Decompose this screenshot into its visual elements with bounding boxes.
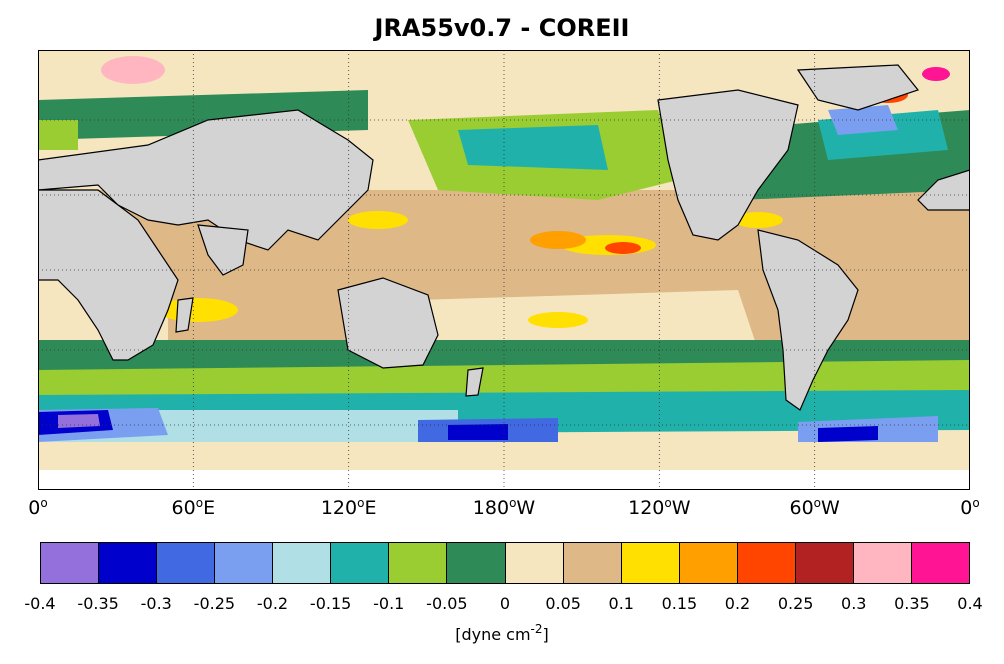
wpac-yellow (348, 211, 408, 229)
arctic-pink-1 (101, 56, 165, 84)
colorbar-swatch (505, 543, 564, 583)
land-india (197, 224, 249, 276)
land-iberia-edge (917, 169, 970, 211)
map-panel (38, 50, 970, 490)
land-new-zealand (465, 367, 484, 397)
colorbar-tick-label: -0.15 (309, 594, 352, 613)
colorbar-swatch (331, 543, 390, 583)
colorbar-swatch (795, 543, 854, 583)
colorbar-swatch (273, 543, 332, 583)
colorbar-tick-label: -0.35 (77, 594, 119, 613)
colorbar-tick-label: 0.25 (777, 594, 814, 613)
colorbar-swatch (389, 543, 448, 583)
colorbar-tick-label: 0.4 (957, 594, 983, 613)
npac-teal (458, 125, 608, 170)
colorbar-swatch (911, 543, 969, 583)
lon-tick-label: 60oE (171, 496, 216, 519)
colorbar-tick-label: -0.1 (373, 594, 405, 613)
arctic-magenta-2 (922, 67, 950, 81)
lon-tick-label: 0o (960, 496, 980, 519)
colorbar-swatch (679, 543, 738, 583)
colorbar-tick-label: 0.35 (894, 594, 930, 613)
atl-yellow (733, 212, 783, 228)
colorbar-swatch (99, 543, 158, 583)
colorbar-swatch (157, 543, 216, 583)
land-south-america (757, 229, 859, 411)
colorbar-unit: [dyne cm-2] (455, 622, 549, 644)
colorbar-swatch (853, 543, 912, 583)
colorbar-tick-label: -0.2 (256, 594, 289, 613)
colorbar-swatch (621, 543, 680, 583)
spac-yellow (528, 312, 588, 328)
lon-tick-label: 60oW (789, 496, 840, 519)
colorbar-tick-label: -0.3 (140, 594, 172, 613)
map-frame (38, 50, 970, 490)
colorbar-tick-label: 0.05 (545, 594, 581, 613)
colorbar-tick-label: 0.3 (841, 594, 867, 613)
pac-red-1 (605, 242, 641, 254)
colorbar-swatch (447, 543, 506, 583)
land-madagascar (175, 297, 194, 333)
colorbar (40, 542, 970, 584)
lon-tick-label: 0o (28, 496, 48, 519)
land-greenland (796, 64, 920, 111)
colorbar-swatch (215, 543, 274, 583)
colorbar-swatch (563, 543, 622, 583)
land-north-america (657, 89, 799, 241)
colorbar-tick-label: -0.05 (426, 594, 468, 613)
southern-band-7 (58, 414, 100, 428)
nw-green (38, 120, 78, 150)
colorbar-tick-label: -0.25 (193, 594, 236, 613)
colorbar-tick-label: 0.1 (608, 594, 634, 613)
colorbar-swatch (737, 543, 796, 583)
colorbar-tick-label: 0.2 (724, 594, 751, 613)
colorbar-swatch (41, 543, 100, 583)
southern-band-9 (448, 424, 508, 440)
colorbar-tick-label: -0.4 (24, 594, 56, 613)
antarctic-coast-band (38, 442, 970, 470)
map-plot (38, 50, 970, 490)
southern-band-11 (818, 426, 878, 442)
map-title: JRA55v0.7 - COREII (374, 14, 630, 42)
colorbar-tick-label: 0 (499, 594, 511, 613)
land-africa (38, 189, 179, 361)
lon-tick-label: 180oW (472, 496, 536, 519)
ross-ice (458, 478, 598, 490)
colorbar-tick-label: 0.15 (661, 594, 698, 613)
pac-orange-1 (530, 231, 586, 249)
lon-tick-label: 120oE (320, 496, 377, 519)
lon-tick-label: 120oW (628, 496, 691, 519)
